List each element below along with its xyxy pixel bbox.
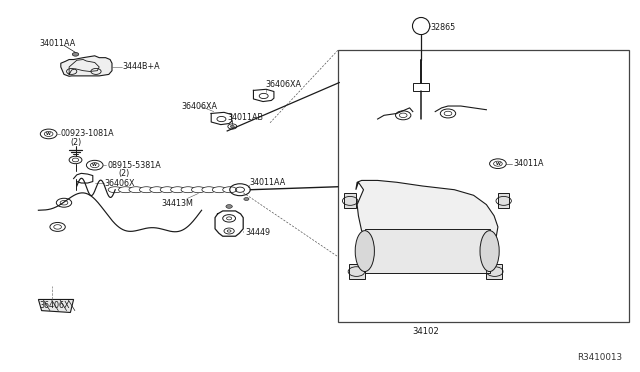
Text: (2): (2) [118,169,130,178]
Text: W: W [495,162,500,166]
Text: 36406XA: 36406XA [181,102,217,110]
Polygon shape [486,264,502,279]
Circle shape [72,52,79,56]
Text: W: W [92,163,97,167]
Text: 34011AB: 34011AB [227,113,263,122]
Ellipse shape [108,187,122,193]
Circle shape [226,205,232,208]
Text: 00923-1081A: 00923-1081A [61,129,115,138]
Polygon shape [344,193,356,208]
Polygon shape [498,193,509,208]
Text: 34102: 34102 [413,327,440,336]
Ellipse shape [140,187,154,193]
Text: 34011AA: 34011AA [250,178,286,187]
Text: 36406X: 36406X [104,179,135,187]
Text: 36406XA: 36406XA [266,80,301,89]
Ellipse shape [171,187,185,193]
Ellipse shape [150,187,164,193]
Bar [413,83,429,91]
Ellipse shape [118,187,132,193]
Ellipse shape [160,187,174,193]
Ellipse shape [212,187,227,193]
Polygon shape [356,180,498,249]
Circle shape [230,125,234,128]
Polygon shape [61,56,112,76]
Ellipse shape [355,231,374,272]
Polygon shape [349,264,365,279]
Bar [365,229,490,273]
Polygon shape [38,299,74,312]
Circle shape [244,198,249,201]
Text: 34011A: 34011A [513,159,544,168]
Text: 36406X: 36406X [40,301,70,310]
Text: W: W [46,132,51,136]
Text: (2): (2) [70,138,82,147]
Text: R3410013: R3410013 [577,353,622,362]
Text: 34011AA: 34011AA [40,39,76,48]
Bar [338,50,629,322]
Text: 32865: 32865 [430,23,455,32]
Text: 08915-5381A: 08915-5381A [108,161,161,170]
Ellipse shape [202,187,216,193]
Ellipse shape [129,187,143,193]
Text: 34449: 34449 [246,228,271,237]
Text: 3444B+A: 3444B+A [123,62,161,71]
Ellipse shape [413,17,430,35]
Text: 34413M: 34413M [162,199,194,208]
Ellipse shape [223,187,237,193]
Ellipse shape [480,231,499,272]
Ellipse shape [181,187,195,193]
Ellipse shape [191,187,205,193]
